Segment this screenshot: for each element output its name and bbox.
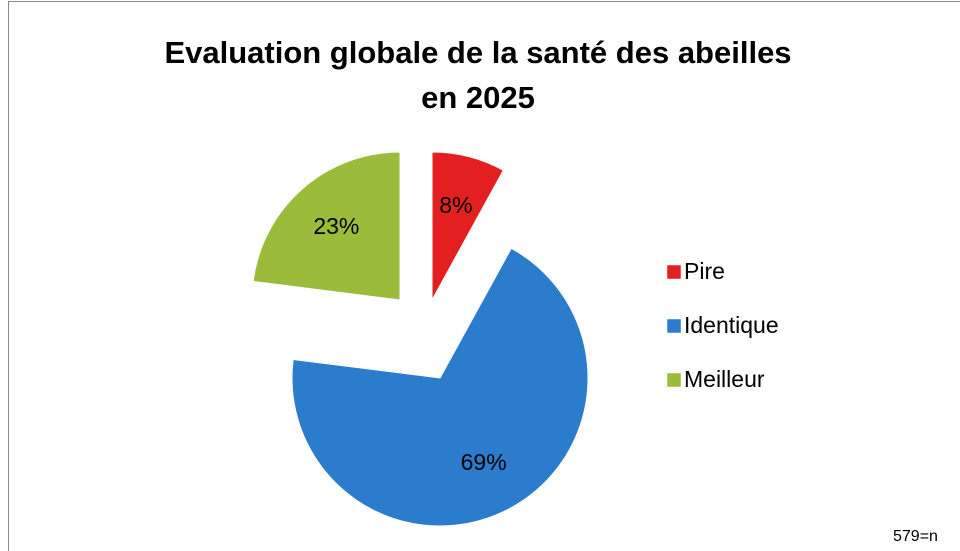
legend-swatch xyxy=(666,318,682,334)
legend-swatch xyxy=(666,372,682,388)
data-label: 69% xyxy=(461,449,507,475)
chart-title-line-2: en 2025 xyxy=(421,80,535,115)
sample-size-note: 579=n xyxy=(893,528,938,545)
chart-title: Evaluation globale de la santé des abeil… xyxy=(164,35,791,70)
legend-label: Pire xyxy=(684,258,725,284)
pie-slice xyxy=(291,247,589,527)
pie-slice xyxy=(252,151,401,301)
data-label: 8% xyxy=(439,192,472,218)
data-label: 23% xyxy=(313,213,359,239)
legend-label: Meilleur xyxy=(684,366,765,392)
legend-label: Identique xyxy=(684,312,779,338)
pie-slice xyxy=(431,151,504,301)
legend-swatch xyxy=(666,264,682,280)
